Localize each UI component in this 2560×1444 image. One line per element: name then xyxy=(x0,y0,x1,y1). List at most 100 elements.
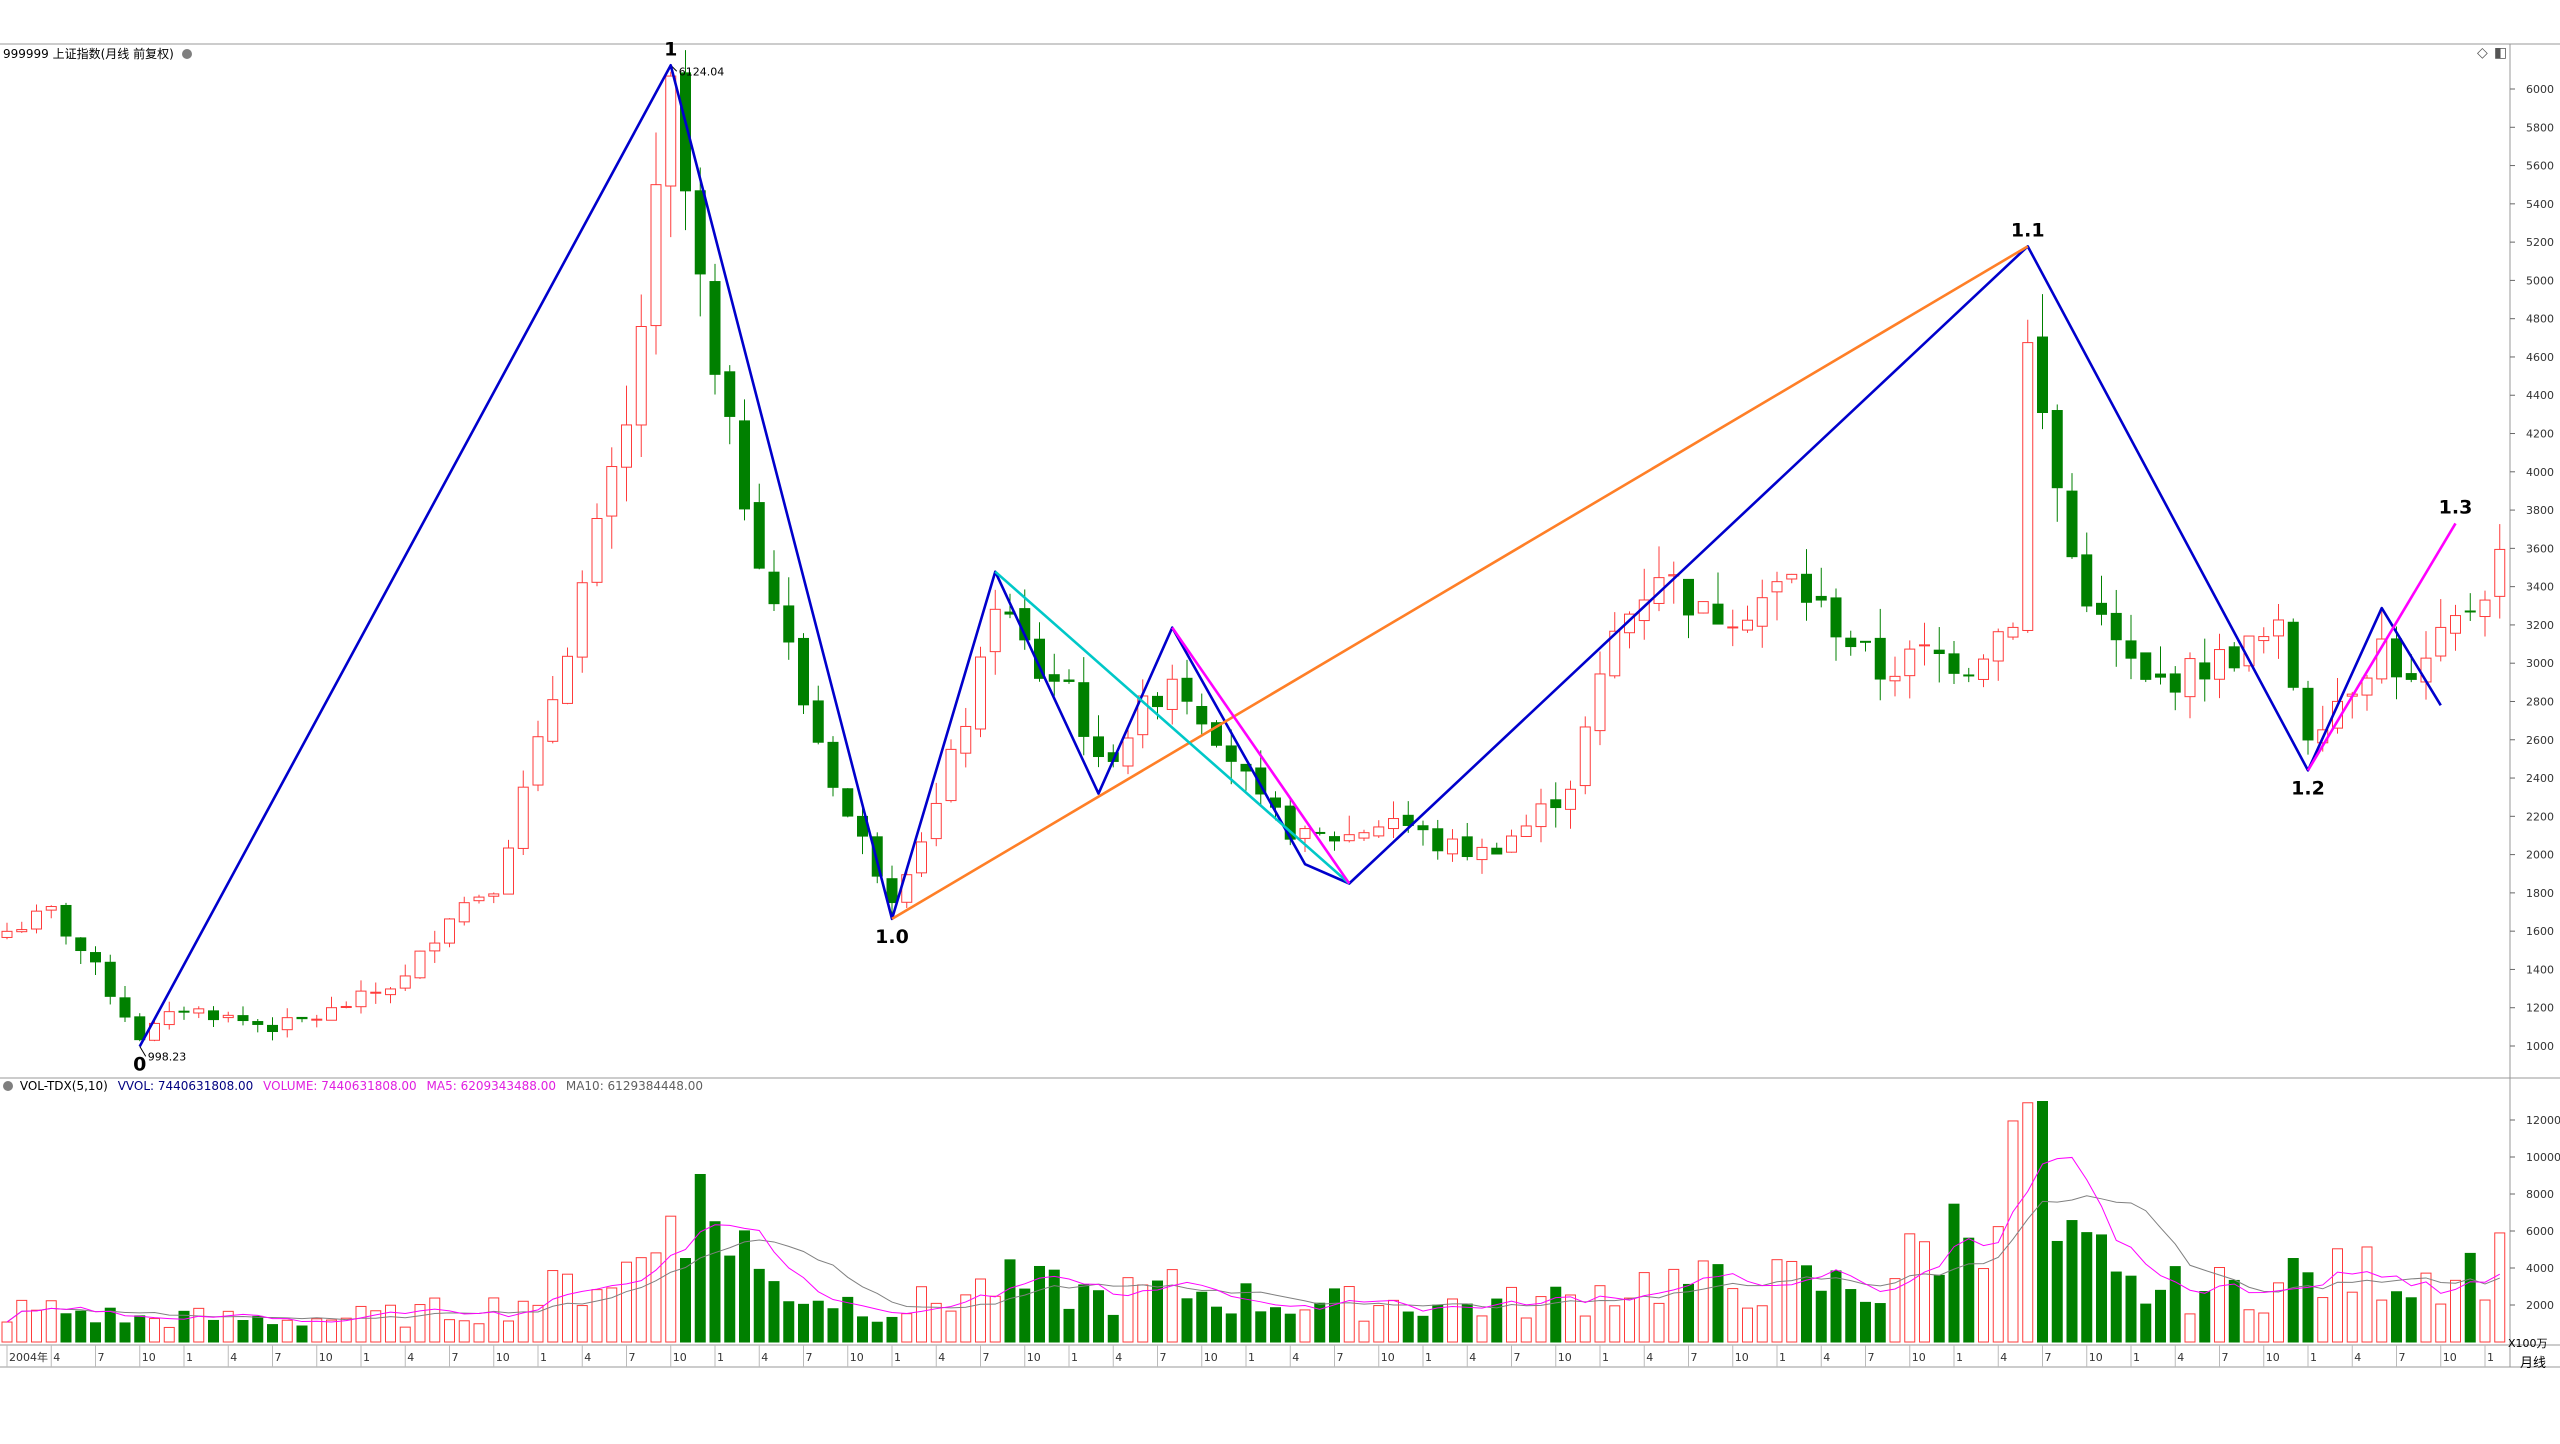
candle-body xyxy=(1048,674,1060,682)
volume-bar xyxy=(1432,1304,1444,1343)
candle-body xyxy=(1181,677,1193,702)
candle-body xyxy=(842,788,854,817)
volume-bar xyxy=(1904,1233,1916,1343)
volume-bar xyxy=(2332,1248,2343,1343)
candle-body xyxy=(2081,554,2093,607)
volume-unit-label: X100万 xyxy=(2508,1337,2548,1350)
candle-body xyxy=(812,700,824,743)
candle-body xyxy=(75,937,87,952)
candle-body xyxy=(1388,818,1399,830)
candle-body xyxy=(1373,826,1385,837)
symbol-title: 999999 上证指数(月线 前复权) xyxy=(3,47,174,61)
candle-body xyxy=(562,655,573,704)
candle-body xyxy=(635,326,647,426)
candle-body xyxy=(1786,573,1798,580)
volume-bar xyxy=(532,1304,544,1343)
volume-bar xyxy=(1093,1290,1104,1343)
candle-body xyxy=(989,608,1001,653)
diamond-icon[interactable]: ◇ xyxy=(2477,45,2488,61)
price-tick-label: 3600 xyxy=(2526,542,2554,555)
volume-bar xyxy=(1624,1297,1635,1343)
volume-bar xyxy=(1078,1284,1090,1343)
volume-bar xyxy=(163,1326,175,1343)
volume-bar xyxy=(2435,1303,2447,1343)
candle-body xyxy=(2450,615,2461,634)
time-tick-label: 4 xyxy=(2177,1351,2184,1364)
candle-body xyxy=(31,910,42,930)
volume-bar xyxy=(119,1322,131,1343)
price-tick-label: 1000 xyxy=(2526,1040,2554,1053)
volume-value: VOLUME: 7440631808.00 xyxy=(263,1079,417,1093)
volume-bar xyxy=(2169,1266,2181,1343)
candle-body xyxy=(1801,573,1812,603)
window-icon[interactable]: ◧ xyxy=(2494,45,2508,61)
volume-bar xyxy=(1860,1301,1871,1343)
volume-bar xyxy=(75,1310,87,1343)
price-tick-label: 6000 xyxy=(2526,83,2554,96)
wave-label: 0 xyxy=(133,1053,146,1075)
price-extreme-label: 998.23 xyxy=(148,1050,187,1063)
volume-bar xyxy=(370,1310,382,1343)
candle-body xyxy=(1461,836,1473,858)
time-tick-label: 4 xyxy=(761,1351,768,1364)
candle-body xyxy=(16,929,28,933)
candle-body xyxy=(2302,687,2314,741)
candle-body xyxy=(1860,640,1871,643)
candle-body xyxy=(1329,836,1340,842)
candle-body xyxy=(680,72,691,192)
volume-bar xyxy=(1137,1284,1149,1343)
candle-body xyxy=(1742,619,1753,631)
volume-bar xyxy=(104,1307,116,1343)
candle-body xyxy=(2214,649,2225,680)
volume-bar xyxy=(414,1304,426,1343)
candle-body xyxy=(2125,640,2137,659)
candle-body xyxy=(340,1005,352,1008)
volume-bar xyxy=(1727,1288,1739,1343)
volume-bar xyxy=(60,1313,72,1343)
candle-body xyxy=(2110,612,2122,641)
volume-bar xyxy=(1461,1303,1473,1343)
ma10-line xyxy=(6,1195,2500,1323)
candle-body xyxy=(1447,838,1458,855)
candle-body xyxy=(1550,799,1562,809)
volume-bar xyxy=(1447,1298,1458,1343)
settings-icon[interactable] xyxy=(181,49,192,59)
candle-body xyxy=(1933,649,1945,655)
time-tick-label: 4 xyxy=(938,1351,945,1364)
volume-bar xyxy=(1314,1302,1326,1343)
candle-body xyxy=(429,942,441,952)
candle-body xyxy=(2479,599,2491,618)
candle-body xyxy=(827,741,839,788)
candle-body xyxy=(945,748,957,802)
candle-body xyxy=(591,518,603,583)
volume-bar xyxy=(1815,1290,1827,1343)
settings-icon-volume[interactable] xyxy=(3,1081,13,1091)
candle-body xyxy=(178,1010,190,1013)
candle-body xyxy=(1978,658,1989,680)
price-tick-label: 2600 xyxy=(2526,734,2554,747)
candle-body xyxy=(547,699,559,742)
candle-body xyxy=(90,952,101,963)
volume-bar xyxy=(960,1294,972,1343)
candle-body xyxy=(709,281,721,375)
volume-bar xyxy=(208,1319,219,1343)
volume-bar xyxy=(1653,1302,1665,1343)
time-tick-label: 10 xyxy=(1912,1351,1926,1364)
volume-bar xyxy=(724,1255,736,1343)
candle-body xyxy=(458,902,470,923)
candle-body xyxy=(1579,726,1591,787)
volume-bar xyxy=(1491,1298,1503,1343)
volume-bar xyxy=(429,1297,441,1343)
price-tick-label: 3400 xyxy=(2526,581,2554,594)
volume-bar xyxy=(1048,1269,1060,1343)
volume-bar xyxy=(1889,1278,1901,1343)
time-tick-label: 7 xyxy=(806,1351,813,1364)
volume-bar xyxy=(1683,1283,1694,1343)
volume-bar xyxy=(2405,1297,2417,1343)
candle-body xyxy=(694,190,706,275)
period-label[interactable]: 月线 xyxy=(2520,1356,2547,1371)
volume-tick-label: 4000 xyxy=(2526,1262,2554,1275)
volume-panel xyxy=(1,1101,2506,1343)
